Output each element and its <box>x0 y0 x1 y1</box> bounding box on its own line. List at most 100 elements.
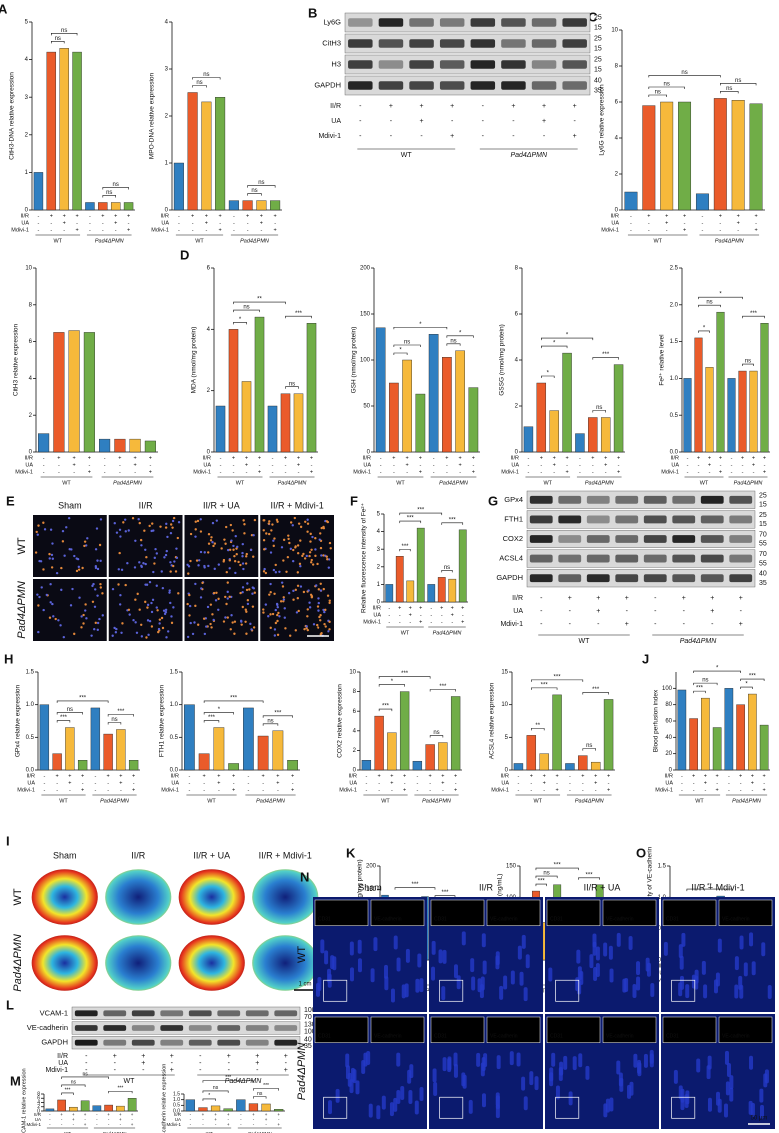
group-label: WT <box>62 480 71 486</box>
blot-band <box>274 1010 298 1017</box>
roi-box <box>323 979 348 1002</box>
blot-band <box>217 1025 241 1031</box>
condition-sign: + <box>604 455 607 461</box>
sig-bracket <box>648 94 667 97</box>
villus <box>332 956 337 971</box>
cell <box>323 610 326 614</box>
bar <box>128 760 139 771</box>
panel-letter: K <box>346 845 356 860</box>
condition-sign: - <box>85 1060 88 1067</box>
panel-letter: I <box>6 833 10 848</box>
condition-sign: + <box>568 595 572 602</box>
condition-sign: - <box>233 227 235 233</box>
cell <box>118 528 122 531</box>
condition-sign: - <box>94 773 96 779</box>
bar <box>270 200 281 211</box>
cell <box>92 582 95 586</box>
sig-label: *** <box>117 709 125 715</box>
condition-sign: + <box>297 462 300 468</box>
condition-sign: - <box>233 780 235 786</box>
cell <box>144 583 147 586</box>
condition-sign: - <box>63 227 65 233</box>
bar <box>613 364 624 453</box>
sig-label: ns <box>706 300 712 306</box>
cell <box>95 527 99 530</box>
bar <box>116 1105 125 1112</box>
blot-band <box>643 574 667 583</box>
bar <box>731 99 745 211</box>
mw-marker: 55 <box>759 541 767 548</box>
condition-sign: - <box>742 469 744 475</box>
cell <box>148 619 152 623</box>
condition-sign: - <box>698 469 700 475</box>
condition-sign: + <box>596 608 600 615</box>
condition-sign: + <box>68 780 71 786</box>
condition-sign: - <box>220 462 222 468</box>
cell <box>177 521 181 524</box>
sig-label: ns <box>55 36 61 42</box>
sig-label: *** <box>441 890 449 896</box>
condition-sign: + <box>454 787 457 793</box>
villus <box>396 957 401 972</box>
cell <box>117 583 120 586</box>
cell <box>42 608 45 612</box>
cell <box>326 558 329 561</box>
villus <box>453 1063 458 1078</box>
villus <box>609 1097 614 1112</box>
blot-band <box>729 574 753 583</box>
perfusion-map <box>31 869 98 925</box>
perfusion-map <box>31 935 98 991</box>
condition-label: UA <box>671 462 679 468</box>
cell <box>273 628 277 631</box>
condition-sign: + <box>260 213 263 219</box>
protein-label: Ly6G <box>323 17 341 26</box>
y-axis-label: FTH1 relative expression <box>159 684 166 757</box>
y-tick-label: 2 <box>615 172 619 178</box>
bar <box>198 753 210 771</box>
blot-band <box>586 495 610 504</box>
cell <box>308 551 312 554</box>
villus <box>548 967 553 982</box>
group-label: WT <box>533 798 542 804</box>
cell <box>86 537 89 540</box>
condition-sign: - <box>49 1122 51 1127</box>
cell <box>211 521 215 525</box>
cell <box>140 623 143 626</box>
sig-bracket <box>202 1080 254 1083</box>
bar <box>59 48 69 211</box>
condition-sign: - <box>429 780 431 786</box>
sig-bracket <box>582 748 596 751</box>
cell <box>322 527 326 530</box>
sig-label: *** <box>554 863 562 869</box>
condition-sign: + <box>255 1053 259 1060</box>
sig-label: ns <box>258 180 264 186</box>
cell <box>262 611 265 614</box>
cell <box>119 594 122 597</box>
condition-sign: - <box>131 1117 133 1122</box>
villus <box>555 1085 560 1100</box>
cell <box>302 552 305 556</box>
cell <box>252 626 256 629</box>
scale-label: 100 μm <box>308 628 328 634</box>
mw-marker: 15 <box>759 502 767 509</box>
y-tick-label: 4 <box>25 57 29 63</box>
y-tick-label: 6 <box>615 100 619 106</box>
sig-bracket <box>192 77 221 80</box>
mw-marker: 40 <box>594 78 602 85</box>
sig-label: ns <box>243 305 249 311</box>
condition-sign: - <box>233 462 235 468</box>
condition-sign: - <box>630 220 632 226</box>
cell <box>296 552 300 555</box>
condition-sign: + <box>591 455 594 461</box>
condition-sign: - <box>569 780 571 786</box>
cell <box>145 556 148 559</box>
cell <box>222 620 226 623</box>
villus <box>415 978 420 993</box>
condition-sign: - <box>380 469 382 475</box>
bar <box>437 577 446 603</box>
sig-bracket <box>441 522 464 525</box>
sig-bracket <box>102 195 116 198</box>
villus <box>476 1052 481 1067</box>
condition-sign: + <box>260 220 263 226</box>
condition-sign: - <box>89 213 91 219</box>
